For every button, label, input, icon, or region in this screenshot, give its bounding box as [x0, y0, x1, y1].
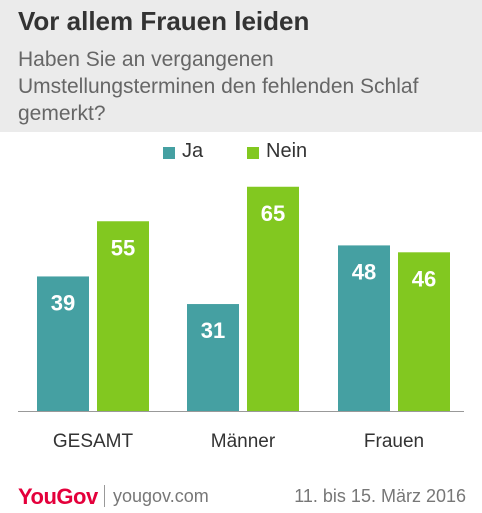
- legend: Ja Nein: [0, 140, 482, 164]
- legend-swatch-ja: [163, 147, 175, 159]
- legend-swatch-nein: [247, 147, 259, 159]
- chart-title: Vor allem Frauen leiden: [18, 6, 310, 36]
- bar-nein-2: [398, 252, 450, 411]
- bar-ja-1: [187, 304, 239, 411]
- data-label-nein-2: 46: [412, 266, 436, 291]
- category-label-1: Männer: [211, 431, 276, 452]
- footer-date: 11. bis 15. März 2016: [294, 486, 466, 506]
- data-label-ja-2: 48: [352, 259, 376, 284]
- bar-chart: 39 55 GESAMT 31 65 Männer 48 46 Frauen: [18, 186, 464, 452]
- legend-label-ja: Ja: [182, 140, 204, 162]
- category-label-2: Frauen: [364, 431, 424, 452]
- data-label-ja-0: 39: [51, 290, 75, 315]
- chart-subtitle: Haben Sie an vergangenen Umstellungsterm…: [18, 48, 419, 125]
- data-label-nein-0: 55: [111, 235, 135, 260]
- bar-nein-1: [247, 186, 299, 411]
- data-label-ja-1: 31: [201, 318, 225, 343]
- bar-ja-0: [37, 276, 89, 411]
- header: Vor allem Frauen leiden Haben Sie an ver…: [0, 0, 482, 132]
- category-label-0: GESAMT: [53, 431, 134, 452]
- bar-ja-2: [338, 245, 390, 411]
- yougov-logo: YouGov: [18, 484, 98, 509]
- footer-divider: [104, 485, 105, 507]
- footer-url: yougov.com: [113, 486, 209, 506]
- bar-nein-0: [97, 221, 149, 411]
- legend-label-nein: Nein: [266, 140, 308, 162]
- data-label-nein-1: 65: [261, 201, 285, 226]
